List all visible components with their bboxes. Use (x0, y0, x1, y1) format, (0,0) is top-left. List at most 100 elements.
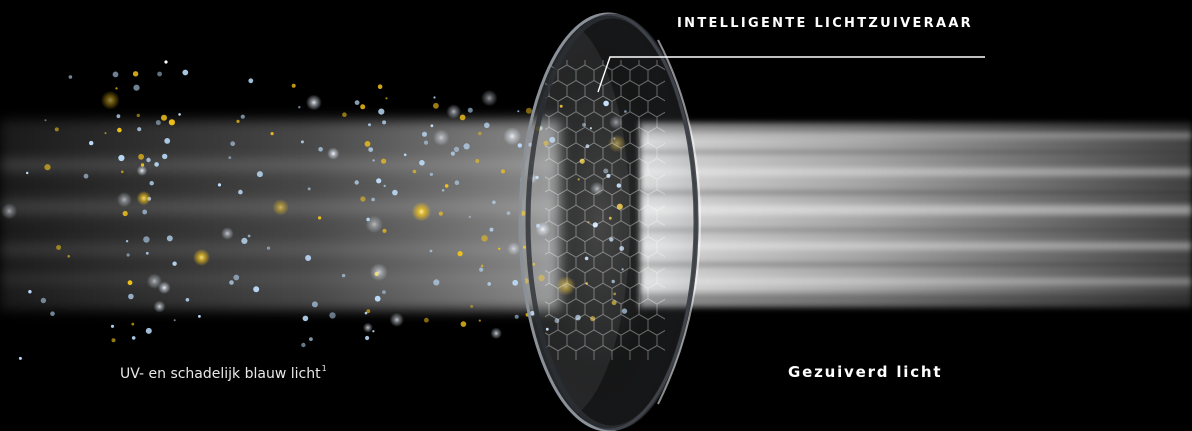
white-particle (382, 120, 387, 125)
white-particle (136, 165, 148, 176)
white-particle (517, 143, 522, 148)
white-particle (302, 315, 309, 322)
gold-particle (131, 322, 135, 326)
white-particle (182, 69, 189, 76)
white-particle (487, 282, 492, 286)
white-particle (433, 96, 436, 99)
gold-particle (381, 158, 387, 164)
white-particle (301, 342, 306, 348)
white-particle (354, 100, 360, 105)
gold-particle (478, 131, 482, 136)
gold-particle (366, 309, 371, 314)
white-particle (382, 290, 386, 294)
white-particle (155, 120, 161, 126)
white-particle (149, 181, 154, 186)
white-particle (162, 153, 168, 160)
white-particle (446, 104, 462, 119)
gold-particle (104, 132, 107, 135)
white-particle (145, 251, 149, 255)
white-particle (126, 253, 130, 257)
white-particle (429, 249, 433, 253)
white-particle (198, 315, 201, 318)
gold-particle (121, 170, 124, 174)
white-particle (158, 281, 171, 295)
gold-particle (480, 264, 484, 268)
gold-particle (478, 319, 481, 322)
white-particle (490, 327, 503, 340)
white-particle (369, 263, 388, 282)
gold-particle (481, 235, 488, 242)
white-particle (371, 197, 375, 202)
white-particle (383, 184, 386, 188)
gold-particle (122, 210, 128, 217)
gold-particle (412, 169, 417, 174)
white-particle (166, 235, 173, 242)
white-particle (164, 138, 171, 144)
white-particle (300, 140, 304, 144)
incoming-light-label: UV- en schadelijk blauw licht1 (120, 364, 327, 382)
white-particle (376, 178, 382, 184)
gold-particle (272, 199, 289, 216)
gold-particle (377, 84, 383, 89)
white-particle (228, 156, 232, 160)
white-particle (309, 337, 313, 341)
gold-particle (100, 90, 120, 110)
white-particle (230, 141, 236, 147)
gold-particle (318, 216, 322, 220)
white-particle (450, 151, 455, 156)
gold-particle (470, 305, 474, 308)
gold-particle (382, 228, 387, 233)
white-particle (238, 189, 243, 195)
white-particle (50, 311, 55, 317)
gold-particle (132, 71, 139, 77)
gold-particle (161, 114, 167, 121)
filter-title: INTELLIGENTE LICHTZUIVERAAR (677, 16, 973, 31)
white-particle (40, 297, 47, 304)
white-particle (143, 236, 150, 243)
white-particle (28, 290, 32, 294)
white-particle (454, 180, 460, 185)
gold-particle (360, 104, 366, 110)
white-particle (463, 143, 470, 150)
white-particle (306, 94, 322, 111)
white-particle (362, 322, 373, 333)
gold-particle (117, 127, 122, 133)
white-particle (44, 119, 47, 122)
white-particle (128, 293, 134, 300)
gold-particle (459, 114, 466, 121)
white-particle (116, 114, 121, 119)
gold-particle (136, 113, 140, 118)
white-particle (131, 336, 136, 340)
white-particle (365, 215, 383, 233)
gold-particle (342, 112, 347, 117)
gold-particle (364, 141, 371, 147)
white-particle (26, 171, 29, 175)
white-particle (318, 147, 323, 152)
gold-particle (56, 245, 62, 250)
white-particle (247, 234, 251, 238)
gold-particle (475, 159, 480, 163)
white-particle (145, 327, 152, 334)
white-particle (118, 154, 125, 162)
white-particle (368, 123, 371, 127)
white-particle (217, 183, 222, 187)
white-particle (368, 147, 374, 153)
gold-particle (44, 164, 51, 171)
gold-particle (525, 107, 532, 114)
white-particle (423, 140, 429, 145)
gold-particle (433, 102, 439, 109)
purified-light-label: Gezuiverd licht (788, 363, 943, 381)
white-particle (441, 189, 445, 192)
white-particle (154, 162, 159, 167)
white-particle (429, 172, 433, 176)
white-particle (453, 146, 460, 152)
white-particle (378, 108, 385, 115)
white-particle (164, 60, 168, 64)
gold-particle (438, 211, 443, 216)
white-particle (116, 192, 132, 208)
lens (518, 12, 702, 431)
white-particle (479, 267, 484, 272)
white-particle (372, 159, 375, 162)
